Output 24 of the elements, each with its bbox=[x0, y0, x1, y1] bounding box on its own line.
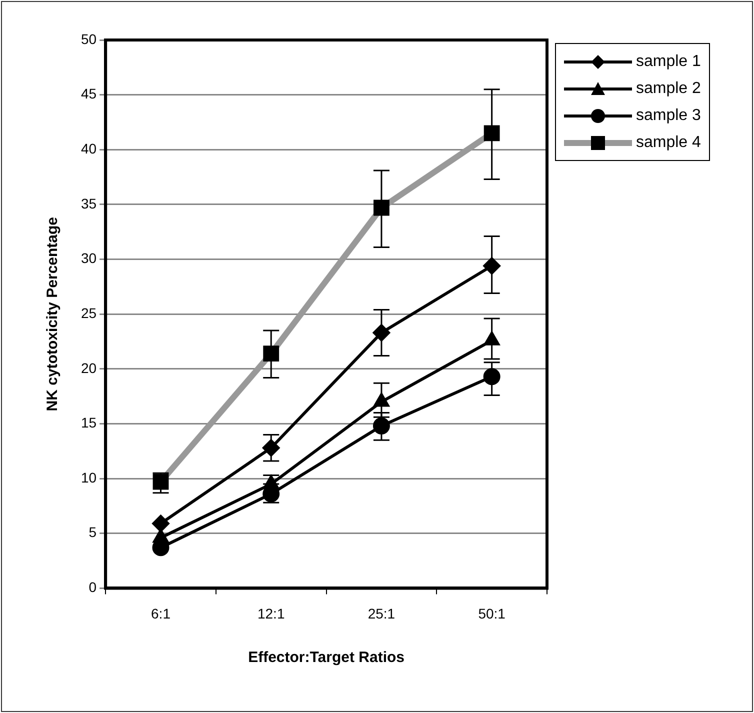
x-tick-label: 25:1 bbox=[368, 605, 396, 622]
point bbox=[152, 515, 170, 532]
y-tick-label: 10 bbox=[80, 469, 97, 486]
legend-label: sample 3 bbox=[636, 106, 701, 124]
legend-label: sample 4 bbox=[636, 134, 701, 152]
y-tick-label: 30 bbox=[80, 250, 97, 266]
y-tick-label: 20 bbox=[80, 360, 97, 376]
y-axis-title: NK cytotoxicity Percentage bbox=[44, 216, 62, 412]
y-tick-label: 50 bbox=[80, 30, 97, 47]
point bbox=[483, 368, 500, 386]
y-tick-label: 5 bbox=[88, 524, 97, 540]
x-axis-title: Effector:Target Ratios bbox=[248, 649, 404, 666]
y-tick-label: 40 bbox=[80, 140, 97, 156]
legend-label: sample 1 bbox=[636, 52, 701, 70]
y-tick-label: 0 bbox=[88, 579, 97, 596]
y-tick-label: 45 bbox=[80, 86, 97, 102]
legend-label: sample 2 bbox=[636, 80, 701, 98]
y-tick-label: 25 bbox=[80, 304, 97, 321]
y-tick-label: 15 bbox=[80, 414, 97, 431]
point bbox=[372, 417, 390, 434]
y-tick-label: 35 bbox=[80, 195, 97, 212]
x-tick-label: 6:1 bbox=[151, 605, 171, 622]
x-tick-label: 12:1 bbox=[257, 605, 285, 622]
x-tick-label: 50:1 bbox=[478, 605, 506, 622]
